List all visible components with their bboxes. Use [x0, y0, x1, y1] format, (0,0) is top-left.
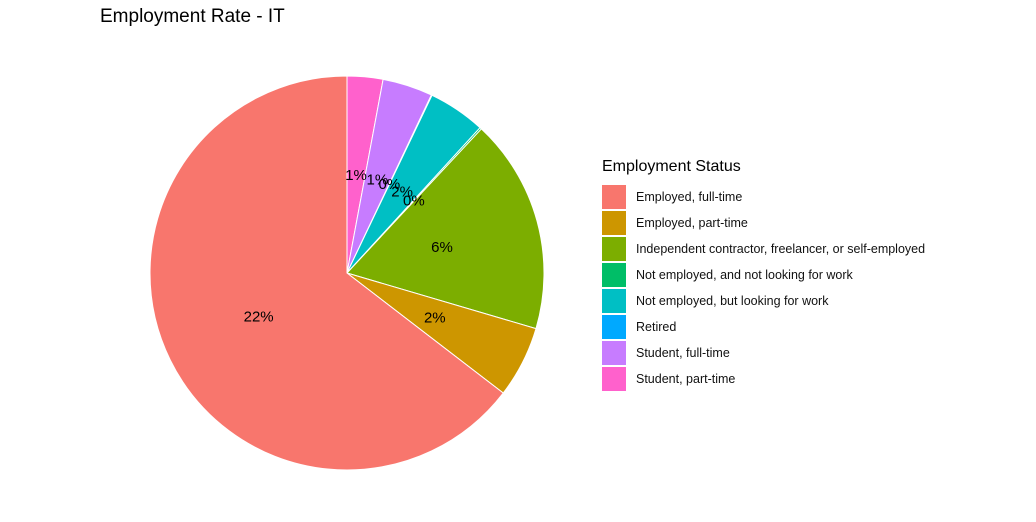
- chart-title: Employment Rate - IT: [100, 6, 285, 27]
- legend-item: Employed, full-time: [602, 184, 925, 210]
- slice-value-label: 0%: [379, 176, 401, 193]
- slice-value-label: 2%: [424, 310, 446, 327]
- legend-label: Not employed, and not looking for work: [636, 268, 853, 282]
- legend-label: Employed, part-time: [636, 216, 748, 230]
- slice-value-label: 1%: [367, 171, 389, 188]
- legend-swatch: [602, 263, 626, 287]
- legend-item: Not employed, but looking for work: [602, 288, 925, 314]
- pie-slice: [149, 75, 504, 471]
- legend-label: Retired: [636, 320, 677, 334]
- slice-value-label: 22%: [244, 309, 274, 326]
- legend-label: Employed, full-time: [636, 190, 743, 204]
- legend-swatch: [602, 185, 626, 209]
- legend-swatch: [602, 367, 626, 391]
- legend-item: Student, part-time: [602, 366, 925, 392]
- slice-value-label: 6%: [431, 239, 453, 256]
- legend-swatch: [602, 315, 626, 339]
- legend-label: Independent contractor, freelancer, or s…: [636, 242, 926, 256]
- legend-swatch: [602, 341, 626, 365]
- legend-item: Student, full-time: [602, 340, 925, 366]
- slice-value-label: 2%: [391, 183, 413, 200]
- pie-slice: [346, 128, 545, 330]
- legend-label: Student, full-time: [636, 346, 730, 360]
- slice-value-label: 0%: [403, 193, 425, 210]
- pie-slices: [149, 75, 545, 471]
- legend-label: Not employed, but looking for work: [636, 294, 829, 308]
- legend-item: Independent contractor, freelancer, or s…: [602, 236, 925, 262]
- legend-item: Not employed, and not looking for work: [602, 262, 925, 288]
- legend-items: Employed, full-time Employed, part-time In…: [602, 184, 925, 392]
- legend-label: Student, part-time: [636, 372, 736, 386]
- legend-swatch: [602, 289, 626, 313]
- pie-slice-labels: 1% 1%0%2%0%6%2%22%: [244, 167, 453, 327]
- legend-title: Employment Status: [602, 158, 741, 175]
- legend: Employment Status Employed, full-time Emp…: [602, 158, 925, 392]
- legend-item: Employed, part-time: [602, 210, 925, 236]
- legend-swatch: [602, 211, 626, 235]
- legend-item: Retired: [602, 314, 925, 340]
- legend-swatch: [602, 237, 626, 261]
- slice-value-label: 1%: [345, 167, 367, 184]
